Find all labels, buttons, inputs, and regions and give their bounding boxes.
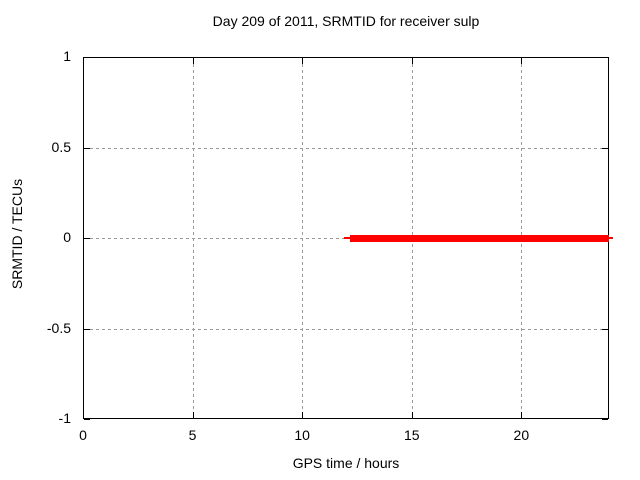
x-tick-top xyxy=(411,58,413,64)
y-tick-right xyxy=(602,57,608,58)
series-line-thick xyxy=(350,234,609,242)
y-tick-right xyxy=(602,147,608,149)
x-tick-bottom xyxy=(192,412,194,418)
y-tick-right xyxy=(602,419,608,420)
x-tick-bottom xyxy=(521,412,523,418)
y-tick-label: 1 xyxy=(63,48,71,64)
y-tick-right xyxy=(602,328,608,330)
y-gridline xyxy=(84,147,608,149)
x-tick-top xyxy=(192,58,194,64)
x-tick-bottom xyxy=(83,412,84,418)
y-gridline xyxy=(84,328,608,330)
y-tick-left xyxy=(84,328,90,330)
y-tick-label: 0.5 xyxy=(51,138,71,155)
x-tick-top xyxy=(302,58,304,64)
x-tick-label: 0 xyxy=(79,427,87,443)
x-tick-label: 15 xyxy=(403,427,420,443)
chart-title: Day 209 of 2011, SRMTID for receiver sul… xyxy=(212,13,480,29)
x-tick-label: 20 xyxy=(513,427,530,443)
x-tick-bottom xyxy=(302,412,304,418)
y-tick-left xyxy=(84,147,90,149)
y-tick-label: -1 xyxy=(58,410,71,426)
y-tick-left xyxy=(84,419,90,420)
x-axis-label: GPS time / hours xyxy=(292,455,400,471)
y-tick-label: -0.5 xyxy=(46,319,71,336)
y-tick-left xyxy=(84,57,90,58)
y-tick-left xyxy=(84,238,90,239)
x-tick-bottom xyxy=(411,412,413,418)
x-tick-top xyxy=(83,58,84,64)
x-tick-label: 10 xyxy=(294,427,310,443)
x-tick-label: 5 xyxy=(188,427,197,443)
x-tick-top xyxy=(521,58,523,64)
y-tick-label: 0 xyxy=(63,229,71,245)
